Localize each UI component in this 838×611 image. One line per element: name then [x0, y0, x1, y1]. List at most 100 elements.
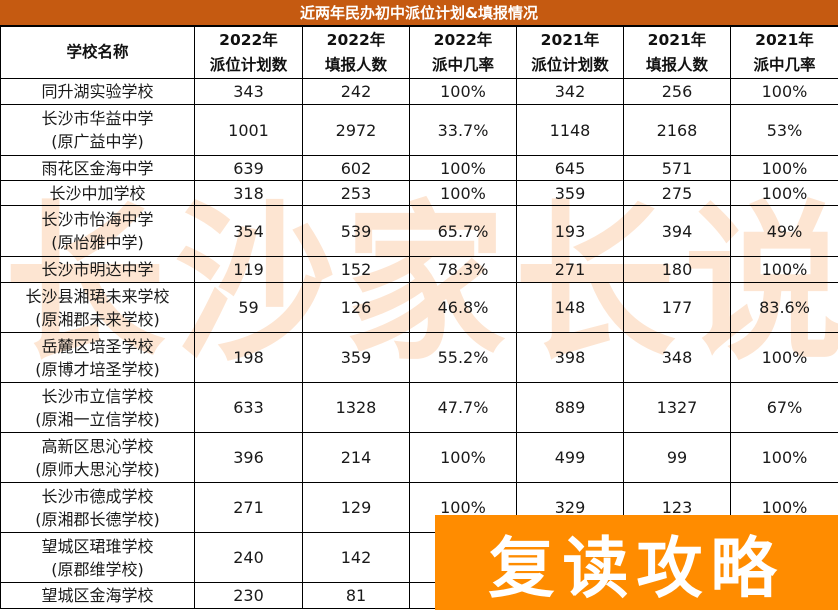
plan-2022-cell: 343	[195, 79, 303, 105]
school-name-cell: 高新区思沁学校(原师大思沁学校)	[1, 433, 195, 483]
rate-2021-cell: 100%	[731, 156, 838, 181]
apply-2022-cell: 539	[303, 206, 410, 257]
school-former-name: (原博才培圣学校)	[1, 358, 194, 381]
apply-2021-cell: 571	[624, 156, 731, 181]
apply-2022-cell: 242	[303, 79, 410, 105]
school-former-name: (原怡雅中学)	[1, 231, 194, 254]
plan-2021-cell: 499	[517, 433, 624, 483]
plan-2022-cell: 271	[195, 483, 303, 533]
rate-2021-cell: 100%	[731, 433, 838, 483]
school-name-cell: 长沙县湘珺未来学校(原湘郡未来学校)	[1, 283, 195, 333]
rate-2022-cell: 47.7%	[410, 383, 517, 433]
apply-2021-cell: 394	[624, 206, 731, 257]
rate-2021-cell: 53%	[731, 105, 838, 156]
header-label: 派位计划数	[195, 53, 302, 78]
table-title: 近两年民办初中派位计划&填报情况	[0, 0, 838, 26]
plan-2022-cell: 639	[195, 156, 303, 181]
header-label: 派中几率	[731, 53, 838, 78]
school-former-name: (原湘郡长德学校)	[1, 508, 194, 531]
school-name-cell: 长沙市立信学校(原湘一立信学校)	[1, 383, 195, 433]
plan-2022-cell: 318	[195, 181, 303, 206]
school-former-name: (原师大思沁学校)	[1, 458, 194, 481]
apply-2021-cell: 256	[624, 79, 731, 105]
plan-2021-cell: 271	[517, 257, 624, 283]
apply-2022-cell: 602	[303, 156, 410, 181]
header-year: 2021年	[731, 28, 838, 53]
school-name-cell: 长沙中加学校	[1, 181, 195, 206]
header-text: 学校名称	[66, 43, 128, 61]
school-former-name: (原湘一立信学校)	[1, 408, 194, 431]
plan-2022-cell: 240	[195, 533, 303, 583]
school-name: 长沙市华益中学	[1, 107, 194, 130]
school-name-cell: 雨花区金海中学	[1, 156, 195, 181]
header-year: 2021年	[624, 28, 730, 53]
school-former-name: (原郡维学校)	[1, 558, 194, 581]
rate-2021-cell: 100%	[731, 333, 838, 383]
school-name-cell: 长沙市德成学校(原湘郡长德学校)	[1, 483, 195, 533]
plan-2021-cell: 193	[517, 206, 624, 257]
rate-2021-cell: 100%	[731, 257, 838, 283]
rate-2021-cell: 49%	[731, 206, 838, 257]
school-name: 望城区珺琟学校	[1, 535, 194, 558]
plan-2021-cell: 889	[517, 383, 624, 433]
apply-2022-cell: 359	[303, 333, 410, 383]
header-label: 填报人数	[624, 53, 730, 78]
promo-banner: 复读攻略	[435, 515, 838, 610]
rate-2022-cell: 78.3%	[410, 257, 517, 283]
rate-2022-cell: 46.8%	[410, 283, 517, 333]
column-header-plan-2021: 2021年派位计划数	[517, 27, 624, 79]
school-name: 高新区思沁学校	[1, 435, 194, 458]
plan-2022-cell: 198	[195, 333, 303, 383]
apply-2022-cell: 2972	[303, 105, 410, 156]
school-name-cell: 岳麓区培圣学校(原博才培圣学校)	[1, 333, 195, 383]
rate-2022-cell: 65.7%	[410, 206, 517, 257]
plan-2021-cell: 645	[517, 156, 624, 181]
plan-2022-cell: 1001	[195, 105, 303, 156]
apply-2021-cell: 275	[624, 181, 731, 206]
apply-2022-cell: 253	[303, 181, 410, 206]
apply-2021-cell: 1327	[624, 383, 731, 433]
school-former-name: (原湘郡未来学校)	[1, 308, 194, 331]
rate-2021-cell: 100%	[731, 181, 838, 206]
plan-2021-cell: 148	[517, 283, 624, 333]
column-header-apply-2021: 2021年填报人数	[624, 27, 731, 79]
header-label: 派位计划数	[517, 53, 623, 78]
column-header-school-name: 学校名称	[1, 27, 195, 79]
apply-2021-cell: 99	[624, 433, 731, 483]
header-row: 学校名称 2022年派位计划数 2022年填报人数 2022年派中几率 2021…	[1, 27, 838, 79]
apply-2022-cell: 214	[303, 433, 410, 483]
plan-2022-cell: 633	[195, 383, 303, 433]
school-name: 同升湖实验学校	[1, 80, 194, 103]
header-year: 2022年	[195, 28, 302, 53]
column-header-plan-2022: 2022年派位计划数	[195, 27, 303, 79]
rate-2022-cell: 100%	[410, 181, 517, 206]
school-name-cell: 长沙市明达中学	[1, 257, 195, 283]
rate-2022-cell: 55.2%	[410, 333, 517, 383]
header-year: 2021年	[517, 28, 623, 53]
apply-2022-cell: 1328	[303, 383, 410, 433]
school-name: 长沙市德成学校	[1, 485, 194, 508]
plan-2021-cell: 342	[517, 79, 624, 105]
apply-2022-cell: 142	[303, 533, 410, 583]
rate-2021-cell: 83.6%	[731, 283, 838, 333]
school-name: 长沙市怡海中学	[1, 208, 194, 231]
school-name: 长沙中加学校	[1, 182, 194, 205]
header-label: 派中几率	[410, 53, 516, 78]
plan-2022-cell: 230	[195, 583, 303, 609]
apply-2022-cell: 152	[303, 257, 410, 283]
rate-2021-cell: 100%	[731, 79, 838, 105]
apply-2021-cell: 177	[624, 283, 731, 333]
column-header-apply-2022: 2022年填报人数	[303, 27, 410, 79]
school-name-cell: 望城区金海学校	[1, 583, 195, 609]
school-name: 岳麓区培圣学校	[1, 335, 194, 358]
plan-2022-cell: 59	[195, 283, 303, 333]
